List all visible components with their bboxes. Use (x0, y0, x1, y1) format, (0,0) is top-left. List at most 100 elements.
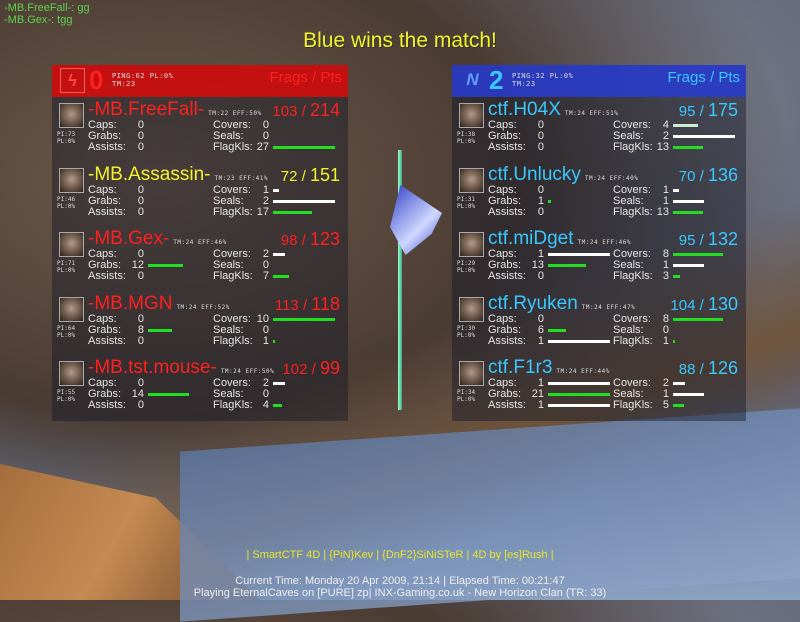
stat-bar-assists (548, 339, 610, 343)
stat-flagkls: FlagKls: 7 (213, 271, 269, 282)
pi-text: PI:73 (57, 131, 76, 138)
stat-covers: Covers: 2 (213, 378, 269, 389)
points: 175 (707, 100, 738, 120)
stat-label: Seals: (213, 130, 244, 142)
stat-value: 8 (662, 312, 669, 325)
stat-label: Seals: (213, 323, 244, 336)
stat-value: 0 (137, 312, 144, 325)
stat-value: 8 (662, 248, 669, 260)
stat-caps: Caps: 0 (488, 313, 544, 325)
points: 126 (707, 358, 738, 378)
stat-flagkls: FlagKls: 5 (613, 400, 669, 411)
stat-covers: Covers: 10 (213, 313, 269, 325)
player-row[interactable]: PI:64 PL:0% -MB.MGN TM:24 EFF:52% 113 / 11… (52, 292, 348, 358)
ping-text: PING:62 PL:0% (112, 72, 174, 80)
stat-bar-covers (673, 382, 685, 385)
team-header: N 2 PING:32 PL:0% TM:23 Frags / Pts (452, 65, 746, 97)
stat-flagkls: FlagKls: 17 (213, 206, 269, 218)
frags: 113 (274, 296, 299, 314)
stat-seals: Seals: 0 (213, 323, 269, 336)
stat-covers: Covers: 1 (613, 183, 669, 196)
stat-assists: Assists: 1 (488, 335, 544, 347)
stat-caps: Caps: 0 (88, 312, 144, 325)
player-row[interactable]: PI:38 PL:0% ctf.H04X TM:24 EFF:51% 95 / 17… (452, 99, 746, 164)
stat-value: 0 (137, 248, 144, 260)
player-row[interactable]: PI:29 PL:0% ctf.miDget TM:24 EFF:46% 95 / … (452, 228, 746, 293)
stat-value: 12 (131, 259, 144, 271)
stat-value: 0 (137, 205, 144, 218)
stat-label: Grabs: (488, 130, 522, 142)
stat-covers: Covers: 2 (613, 378, 669, 389)
player-row[interactable]: PI:34 PL:0% ctf.F1r3 TM:24 EFF:44% 88 / 12… (452, 357, 746, 422)
stat-label: Caps: (88, 312, 117, 325)
stat-bar-grabs (548, 264, 586, 267)
stat-value: 2 (262, 248, 269, 260)
frags: 95 (678, 103, 696, 120)
player-ping: PI:31 PL:0% (457, 196, 475, 210)
stat-grabs: Grabs: 0 (88, 131, 144, 142)
pl-text: PL:0% (457, 138, 476, 145)
stat-flagkls: FlagKls: 3 (613, 271, 669, 282)
team-score: 2 (489, 65, 504, 95)
player-row[interactable]: PI:31 PL:0% ctf.Unlucky TM:24 EFF:40% 70 /… (452, 163, 746, 229)
frags: 98 (280, 232, 298, 249)
stat-bar-caps (548, 382, 610, 385)
player-avatar (59, 296, 84, 322)
player-row[interactable]: PI:46 PL:0% -MB.Assassin- TM:23 EFF:41% 72… (52, 164, 348, 229)
stat-value: 1 (537, 248, 544, 260)
stat-seals: Seals: 2 (613, 131, 669, 142)
stat-value: 0 (137, 399, 144, 411)
stat-label: Caps: (488, 119, 517, 131)
stat-label: Seals: (213, 259, 244, 271)
stat-label: Assists: (88, 270, 126, 282)
player-name: -MB.tst.mouse- TM:24 EFF:50% (88, 357, 274, 379)
stat-label: Grabs: (488, 259, 522, 271)
player-ping: PI:34 PL:0% (457, 389, 475, 403)
stat-label: Covers: (613, 312, 651, 325)
stat-assists: Assists: 0 (488, 142, 544, 153)
stat-value: 0 (137, 119, 144, 131)
pi-text: PI:55 (57, 389, 76, 396)
stat-bar-grabs (148, 393, 189, 396)
player-info: TM:24 EFF:47% (581, 303, 636, 311)
stat-value: 1 (662, 259, 669, 271)
player-name-text: -MB.FreeFall- (88, 99, 205, 120)
pi-text: PI:30 (457, 324, 476, 332)
player-ping: PI:55 PL:0% (57, 389, 75, 403)
stat-flagkls: FlagKls: 1 (213, 335, 269, 347)
player-info: TM:22 EFF:50% (208, 110, 262, 117)
player-name-text: -MB.MGN (88, 292, 173, 314)
stat-seals: Seals: 1 (613, 195, 669, 207)
stat-label: Covers: (613, 183, 651, 196)
stat-seals: Seals: 1 (613, 260, 669, 271)
player-name-text: ctf.Unlucky (488, 163, 581, 185)
stat-label: Assists: (488, 270, 526, 282)
player-info: TM:24 EFF:44% (556, 368, 610, 375)
player-row[interactable]: PI:71 PL:0% -MB.Gex- TM:24 EFF:46% 98 / 12… (52, 228, 348, 293)
stat-grabs: Grabs: 0 (488, 131, 544, 142)
player-row[interactable]: PI:55 PL:0% -MB.tst.mouse- TM:24 EFF:50% 1… (52, 357, 348, 422)
stat-bar-covers (673, 253, 723, 256)
stat-bar-flagkls (273, 146, 335, 149)
stat-bar-seals (273, 199, 335, 203)
match-result-title: Blue wins the match! (303, 29, 497, 52)
stat-caps: Caps: 1 (488, 249, 544, 260)
player-row[interactable]: PI:73 PL:0% -MB.FreeFall- TM:22 EFF:50% 10… (52, 99, 348, 164)
points: 118 (311, 293, 340, 314)
player-name-text: -MB.tst.mouse- (88, 357, 217, 378)
player-row[interactable]: PI:30 PL:0% ctf.Ryuken TM:24 EFF:47% 104 /… (452, 293, 746, 358)
stat-bar-flagkls (673, 210, 703, 214)
points: 99 (319, 358, 340, 378)
stat-bar-grabs (548, 199, 551, 203)
team-ping: PING:32 PL:0% TM:23 (512, 72, 573, 88)
points: 151 (309, 164, 340, 185)
stat-value: 6 (537, 323, 544, 336)
player-score: 98 / 123 (280, 229, 340, 249)
team-score: 0 (89, 65, 104, 95)
blue-team-panel: N 2 PING:32 PL:0% TM:23 Frags / Pts PI:38… (452, 65, 746, 421)
stat-label: Covers: (613, 377, 651, 389)
points: 123 (309, 229, 340, 249)
pl-text: PL:0% (457, 202, 476, 210)
stat-caps: Caps: 0 (88, 378, 144, 389)
stat-label: Assists: (88, 334, 126, 347)
